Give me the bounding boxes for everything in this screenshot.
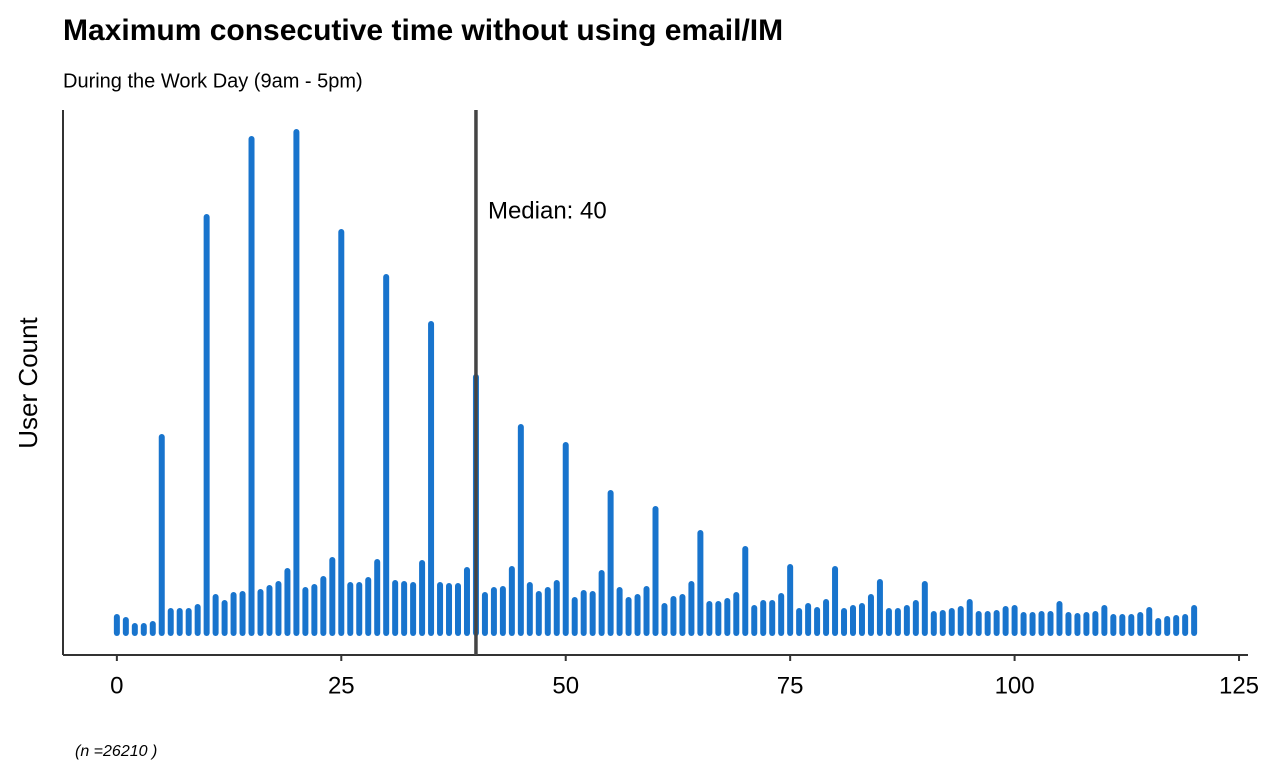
y-axis-label: User Count [13,316,43,448]
median-label: Median: 40 [488,197,607,224]
x-tick-label: 75 [777,672,804,699]
chart-subtitle: During the Work Day (9am - 5pm) [63,70,363,92]
caption: (n =26210 ) [75,743,157,760]
chart-title: Maximum consecutive time without using e… [63,14,783,47]
x-tick-label: 0 [110,672,123,699]
x-tick-label: 100 [995,672,1035,699]
x-tick-label: 125 [1219,672,1259,699]
x-tick-label: 50 [552,672,579,699]
x-tick-label: 25 [328,672,355,699]
